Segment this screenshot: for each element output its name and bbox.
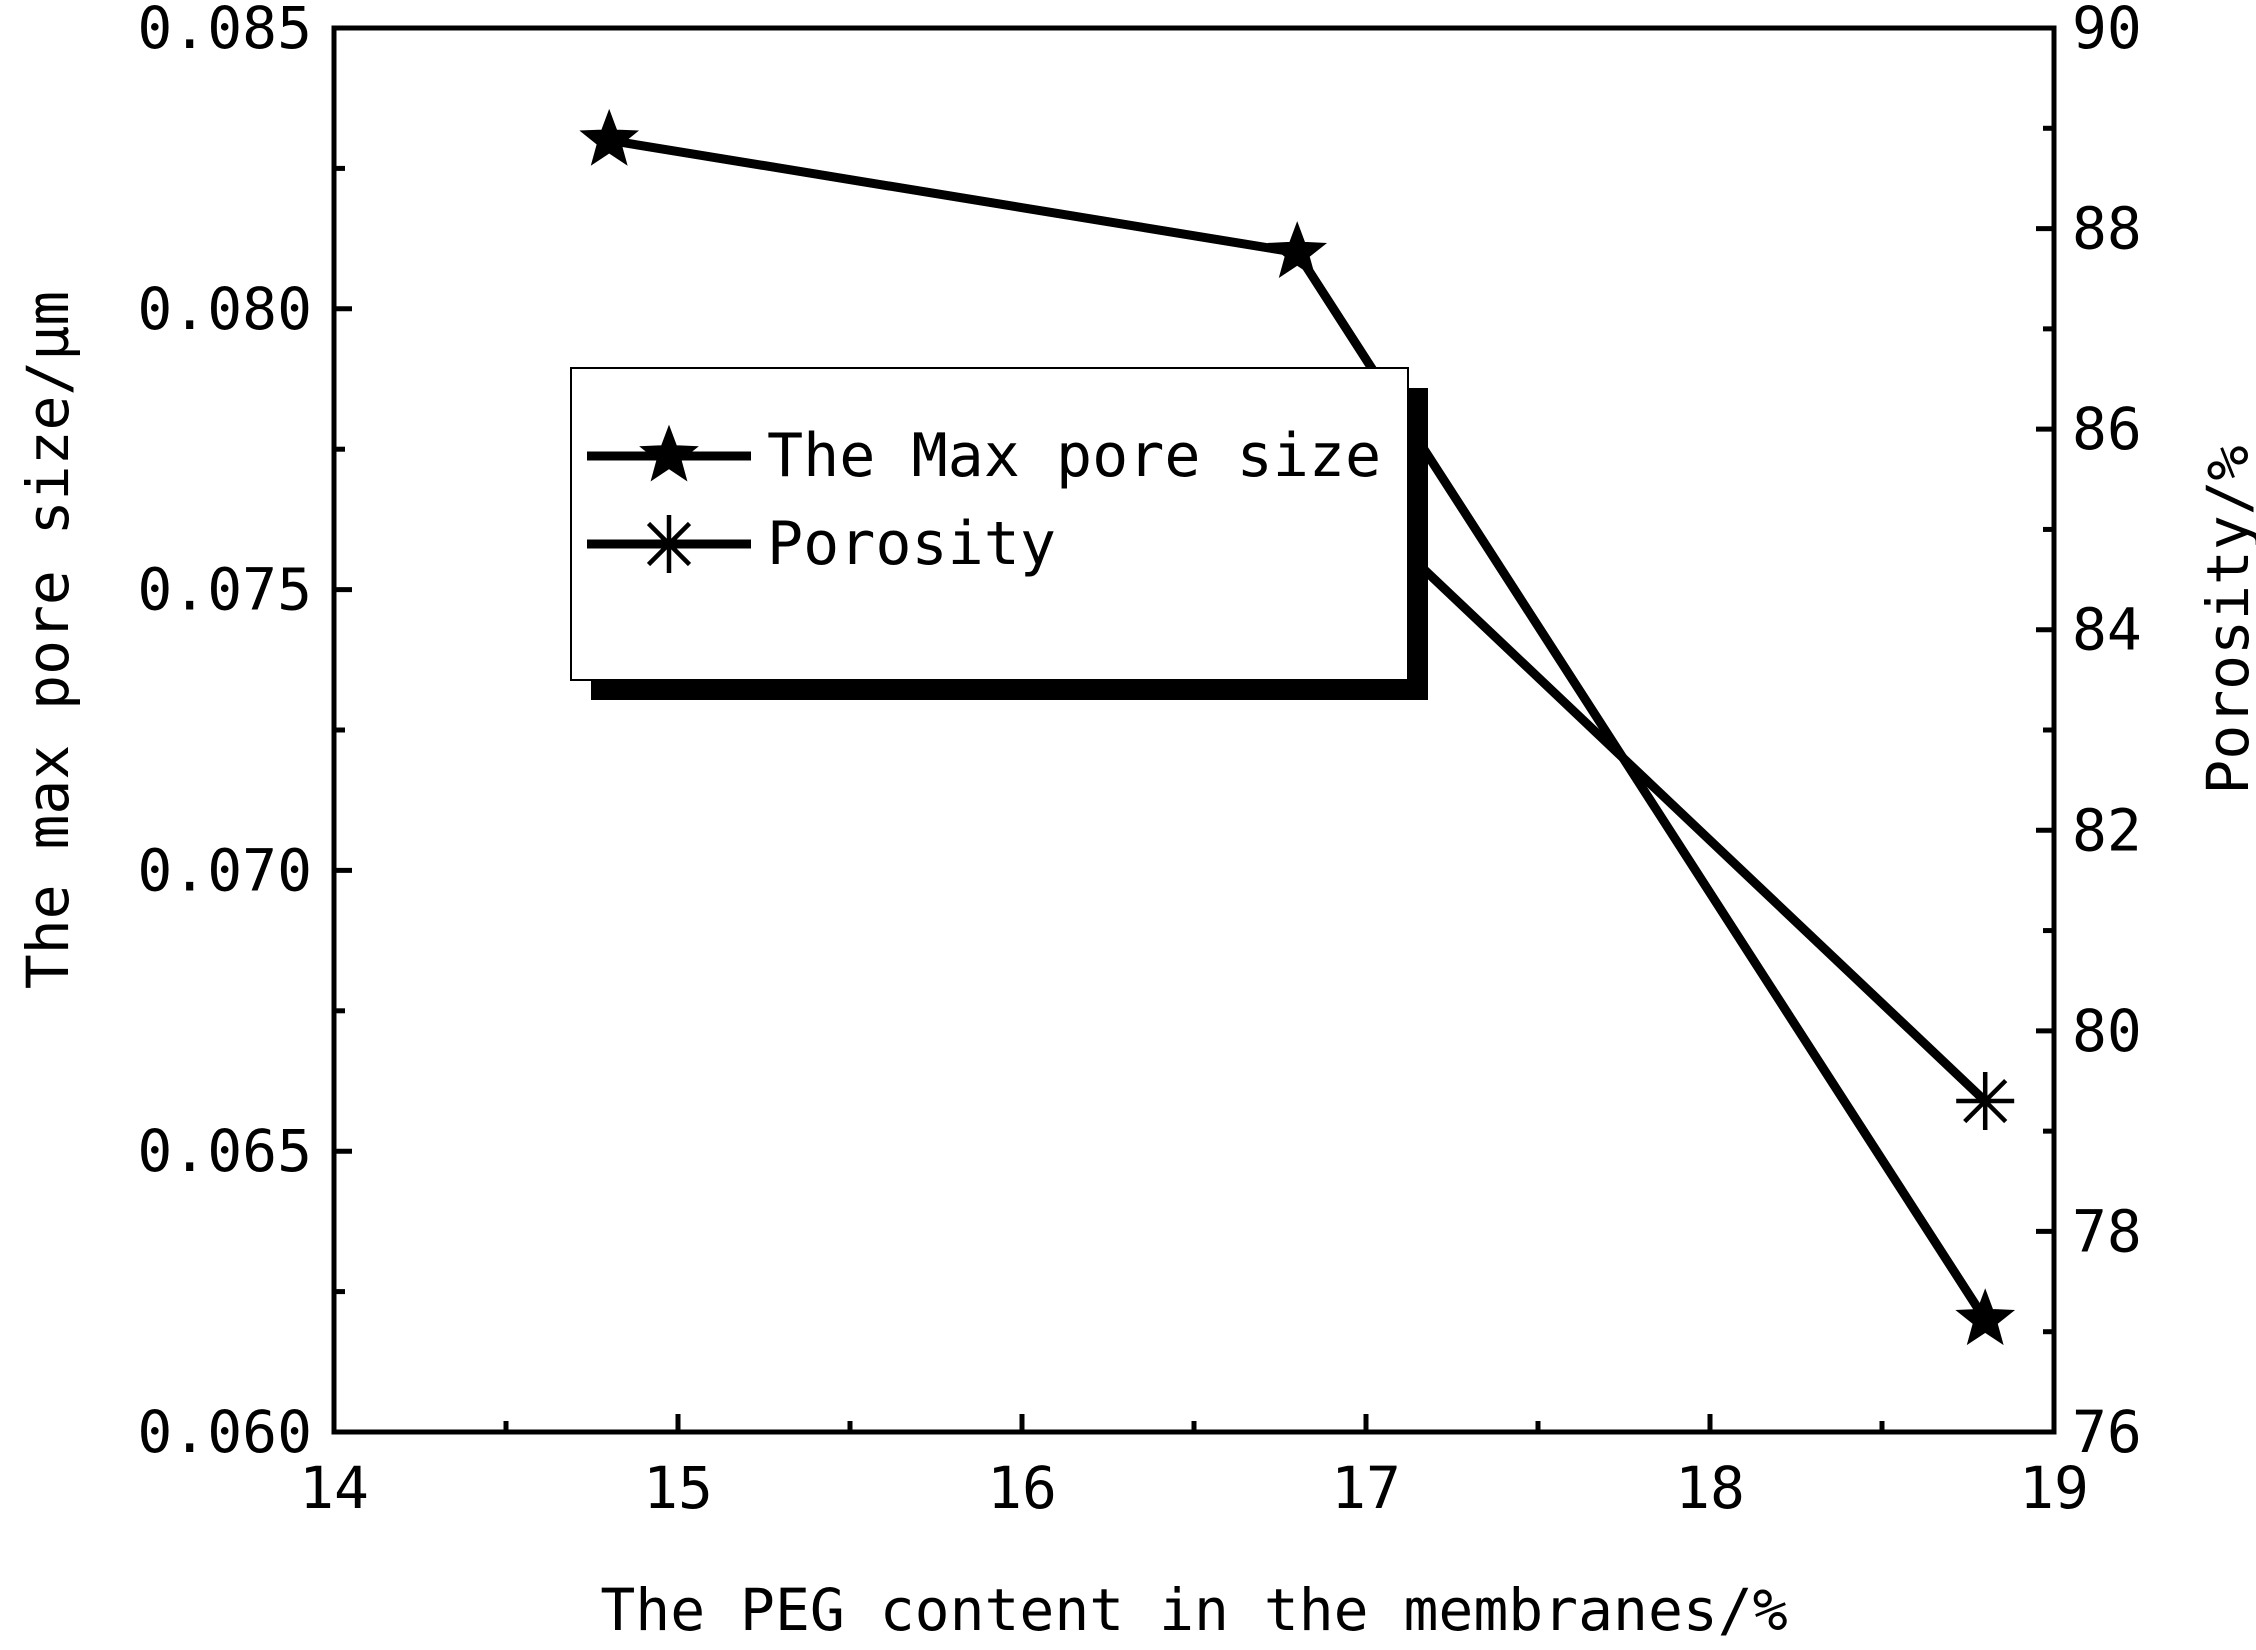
legend-label-max-pore-size: The Max pore size (767, 421, 1381, 491)
max-pore-size-point (1267, 221, 1328, 279)
x-axis-title: The PEG content in the membranes/% (600, 1576, 1787, 1644)
y-left-axis-title: The max pore size/µm (14, 291, 82, 989)
y-left-tick-label: 0.080 (137, 275, 312, 343)
y-right-axis-title: Porosity/% (2194, 445, 2256, 794)
porosity-point (1956, 1072, 2015, 1131)
y-left-tick-label: 0.065 (137, 1117, 312, 1185)
legend-box (570, 367, 1409, 681)
x-tick-label: 14 (299, 1454, 369, 1522)
max-pore-size-point (1955, 1288, 2016, 1346)
series-layer (579, 108, 2016, 1346)
legend-marker-porosity (640, 515, 698, 573)
asterisk-stroke (646, 521, 692, 567)
y-right-tick-label: 78 (2072, 1197, 2142, 1265)
y-right-tick-label: 90 (2072, 0, 2142, 62)
y-left-tick-label: 0.070 (137, 836, 312, 904)
y-right-tick-label: 84 (2072, 596, 2142, 664)
y-right-tick-label: 86 (2072, 395, 2142, 463)
y-right-tick-label: 76 (2072, 1398, 2142, 1466)
y-right-tick-label: 82 (2072, 796, 2142, 864)
y-right-tick-label: 88 (2072, 195, 2142, 263)
max-pore-size-point (579, 108, 640, 166)
asterisk-stroke (1963, 1078, 2008, 1124)
y-left-tick-label: 0.085 (137, 0, 312, 62)
legend: The Max pore size Porosity (570, 367, 1428, 700)
axis-titles: The PEG content in the membranes/% The m… (14, 291, 2256, 1644)
axis-ticks: 14 15 16 17 18 19 0.060 0.065 0.070 0.075 0.080 0.0… (137, 0, 2141, 1522)
y-left-tick-label: 0.075 (137, 556, 312, 624)
x-tick-label: 19 (2019, 1454, 2089, 1522)
x-tick-label: 15 (643, 1454, 713, 1522)
x-tick-label: 16 (987, 1454, 1057, 1522)
legend-marker-max-pore-size (639, 424, 699, 482)
y-right-tick-label: 80 (2072, 997, 2142, 1065)
x-tick-label: 18 (1675, 1454, 1745, 1522)
x-tick-label: 17 (1331, 1454, 1401, 1522)
legend-label-porosity: Porosity (767, 509, 1056, 579)
max-pore-size-line (608, 135, 1989, 1323)
y-left-tick-label: 0.060 (137, 1398, 312, 1466)
